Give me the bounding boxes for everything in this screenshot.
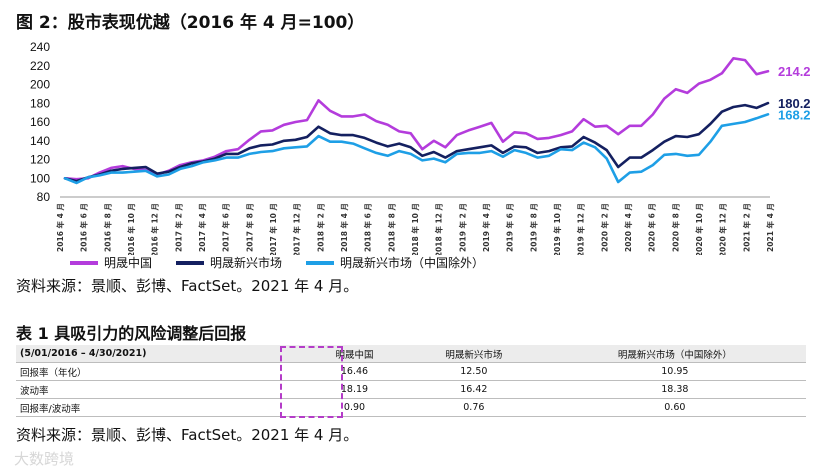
table-cell: 16.46 [305,362,404,381]
series-line [63,56,770,181]
y-tick-label: 140 [30,134,50,148]
table-cell: 0.90 [305,398,404,417]
series-end-label: 180.2 [778,96,811,111]
y-tick-label: 120 [30,153,50,167]
table-cell: 18.19 [305,380,404,399]
table-source: 资料来源：景顺、彭博、FactSet。2021 年 4 月。 [16,426,359,444]
x-tick-label: 2018 年 4 月 [339,203,349,252]
chart-source: 资料来源：景顺、彭博、FactSet。2021 年 4 月。 [16,277,359,295]
table-cell: 16.42 [403,380,544,399]
x-tick-label: 2020 年 8 月 [670,203,680,252]
x-tick-label: 2016 年 10 月 [126,203,136,255]
legend-label-em: 明晟新兴市场 [210,256,283,270]
chart-legend: 明晟中国 明晟新兴市场 明晟新兴市场（中国除外） [70,254,484,271]
x-tick-label: 2020 年 4 月 [623,203,633,252]
x-tick-label: 2018 年 8 月 [386,203,396,252]
legend-item-em-ex-china: 明晟新兴市场（中国除外） [306,254,484,271]
row-label: 回报率（年化） [16,362,306,381]
x-tick-label: 2016 年 8 月 [102,203,112,252]
x-tick-label: 2017 年 6 月 [221,203,231,252]
x-tick-label: 2021 年 2 月 [741,203,751,252]
table-period: (5/01/2016 – 4/30/2021) [16,345,306,363]
x-tick-label: 2018 年 6 月 [363,203,373,252]
row-label: 波动率 [16,380,306,399]
x-tick-label: 2019 年 8 月 [528,203,538,252]
x-tick-label: 2019 年 6 月 [505,203,515,252]
x-tick-label: 2016 年 6 月 [79,203,89,252]
x-tick-label: 2017 年 2 月 [173,203,183,252]
china-column-highlight [280,346,343,418]
legend-swatch-em [176,260,205,265]
watermark: 大数跨境 [14,450,75,468]
x-tick-label: 2019 年 10 月 [552,203,562,255]
table-header-china: 明晟中国 [305,345,404,363]
table-cell: 12.50 [403,362,544,381]
table-cell: 0.76 [403,398,544,417]
x-tick-label: 2017 年 4 月 [197,203,207,252]
table-title: 表 1 具吸引力的风险调整后回报 [16,324,247,343]
x-tick-label: 2020 年 10 月 [694,203,704,255]
y-tick-label: 240 [30,40,50,54]
y-tick-label: 180 [30,96,50,110]
legend-item-china: 明晟中国 [70,254,152,271]
x-tick-label: 2019 年 12 月 [576,203,586,255]
table-row: 回报率/波动率 0.90 0.76 0.60 [16,398,806,417]
table-cell: 18.38 [543,380,806,399]
x-tick-label: 2017 年 8 月 [244,203,254,252]
series-end-label: 168.2 [778,107,811,122]
legend-label-em-ex-china: 明晟新兴市场（中国除外） [340,256,485,270]
line-chart: 80 100 120 140 160 180 200 220 240 2016 年 4 月 2016… [30,40,811,255]
x-tick-label: 2020 年 12 月 [718,203,728,255]
x-tick-label: 2017 年 10 月 [268,203,278,255]
legend-swatch-em-ex-china [306,260,335,265]
y-tick-label: 80 [37,190,51,204]
legend-item-em: 明晟新兴市场 [176,254,282,271]
y-tick-label: 220 [30,59,50,73]
legend-label-china: 明晟中国 [104,256,153,270]
series-end-label: 214.2 [778,64,811,79]
legend-swatch-china [70,260,98,265]
x-tick-label: 2018 年 2 月 [315,203,325,252]
x-tick-label: 2019 年 4 月 [481,203,491,252]
table-cell: 10.95 [543,362,806,381]
table-header-row: (5/01/2016 – 4/30/2021) 明晟中国 明晟新兴市场 明晟新兴… [16,345,806,363]
series-line [63,113,770,185]
x-tick-label: 2018 年 10 月 [410,203,420,255]
y-tick-label: 160 [30,115,50,129]
figure-title: 图 2：股市表现优越（2016 年 4 月=100） [16,13,365,33]
returns-table: (5/01/2016 – 4/30/2021) 明晟中国 明晟新兴市场 明晟新兴… [16,345,806,417]
x-tick-label: 2016 年 4 月 [55,203,65,252]
table-cell: 0.60 [543,398,806,417]
x-tick-label: 2020 年 6 月 [647,203,657,252]
table-row: 波动率 18.19 16.42 18.38 [16,380,806,399]
table-row: 回报率（年化） 16.46 12.50 10.95 [16,362,806,381]
x-tick-label: 2021 年 4 月 [765,203,775,252]
table-header-em-ex-china: 明晟新兴市场（中国除外） [543,345,806,363]
x-tick-label: 2019 年 2 月 [457,203,467,252]
row-label: 回报率/波动率 [16,398,306,417]
y-tick-label: 100 [30,171,50,185]
x-tick-label: 2016 年 12 月 [150,203,160,255]
series-line [63,101,770,183]
x-tick-label: 2018 年 12 月 [434,203,444,255]
x-tick-label: 2017 年 12 月 [292,203,302,255]
x-tick-label: 2020 年 2 月 [599,203,609,252]
table-header-em: 明晟新兴市场 [403,345,544,363]
y-tick-label: 200 [30,78,50,92]
